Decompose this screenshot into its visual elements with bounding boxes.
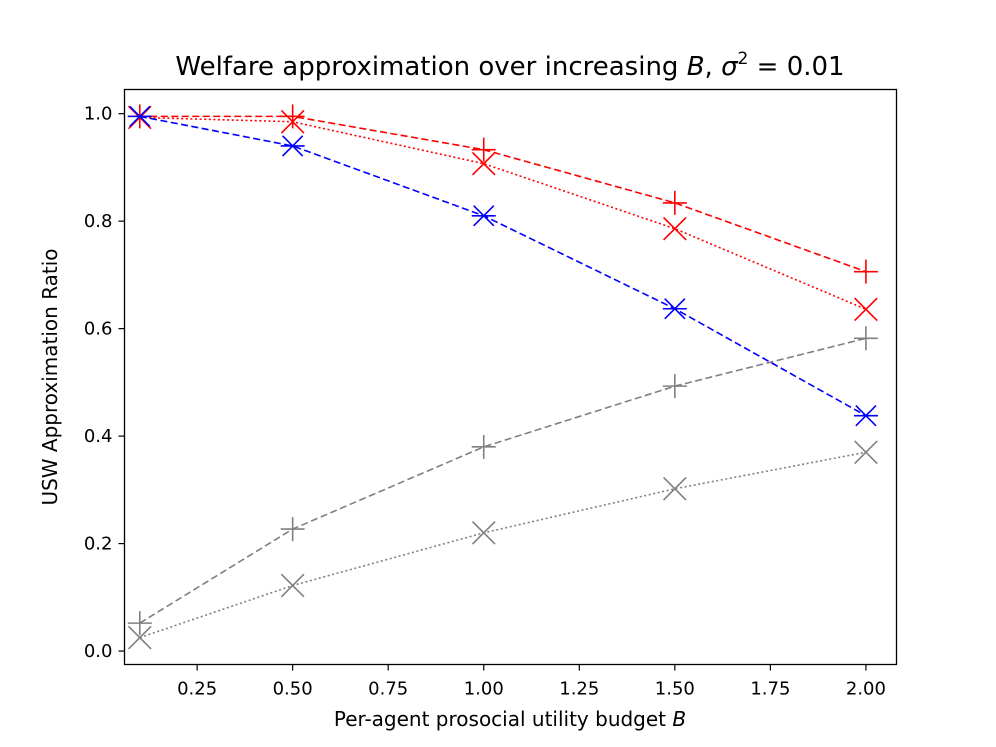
- data-point-marker: [280, 104, 305, 129]
- chart-title: Welfare approximation over increasing B,…: [175, 49, 844, 82]
- x-tick-label: 1.00: [464, 679, 504, 700]
- data-point-marker: [471, 520, 496, 545]
- data-point-marker: [127, 105, 152, 128]
- data-point-marker: [662, 476, 687, 501]
- x-axis: 0.25 0.50 0.75 1.00 1.25 1.50 1.75 2.00: [177, 664, 886, 700]
- series-line: [139, 116, 867, 311]
- data-point-marker: [854, 440, 878, 465]
- x-tick-label: 1.75: [750, 679, 790, 700]
- series-gray-plus-dashed: [127, 326, 878, 636]
- data-point-marker: [854, 297, 878, 322]
- y-axis: 0.0 0.2 0.4 0.6 0.8 1.0: [84, 104, 125, 662]
- x-tick-label: 1.50: [655, 679, 695, 700]
- y-tick-label: 0.2: [84, 534, 113, 555]
- y-tick-label: 0.4: [84, 426, 113, 447]
- data-point-marker: [662, 190, 687, 215]
- y-tick-label: 0.8: [84, 211, 113, 232]
- x-tick-label: 0.75: [368, 679, 408, 700]
- data-point-marker: [280, 135, 305, 157]
- data-point-marker: [662, 374, 687, 399]
- data-point-marker: [853, 259, 878, 284]
- x-tick-label: 2.00: [846, 679, 886, 700]
- y-tick-label: 0.0: [84, 641, 113, 662]
- y-tick-label: 1.0: [84, 104, 113, 125]
- y-axis-label: USW Approximation Ratio: [38, 248, 62, 505]
- x-axis-label: Per-agent prosocial utility budget B: [334, 707, 686, 731]
- data-point-marker: [662, 216, 687, 241]
- data-point-marker: [280, 573, 305, 598]
- series-gray-x-dotted: [127, 440, 878, 650]
- data-point-marker: [662, 298, 687, 320]
- series-line: [139, 337, 867, 624]
- series-blue-star-dashed: [127, 105, 878, 427]
- data-point-marker: [853, 326, 878, 351]
- data-point-marker: [853, 405, 878, 427]
- data-point-marker: [471, 151, 496, 176]
- x-tick-label: 0.25: [177, 679, 217, 700]
- x-tick-label: 1.25: [559, 679, 599, 700]
- data-point-marker: [471, 137, 496, 162]
- data-point-marker: [127, 625, 152, 650]
- y-tick-label: 0.6: [84, 319, 113, 340]
- x-tick-label: 0.50: [273, 679, 313, 700]
- data-point-marker: [471, 205, 496, 227]
- data-point-marker: [127, 611, 152, 636]
- plot-area: [127, 104, 878, 650]
- data-point-marker: [471, 434, 496, 459]
- plot-frame: [123, 88, 898, 666]
- data-point-marker: [280, 517, 305, 542]
